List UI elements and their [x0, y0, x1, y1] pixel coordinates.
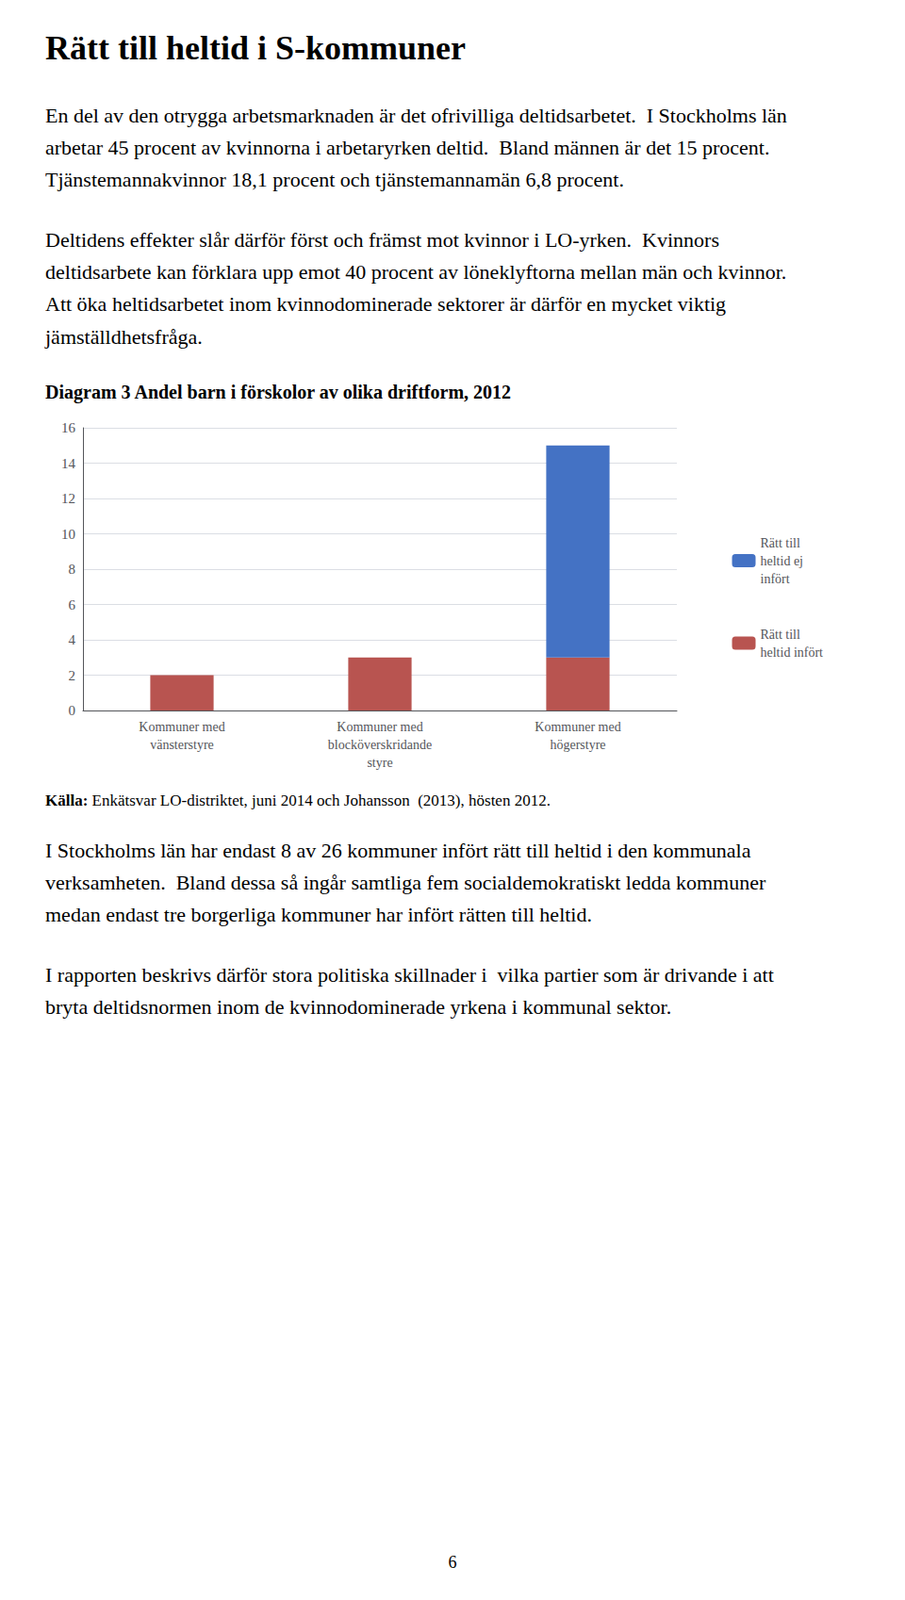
html-text:Deltidens effekter slår därför: Deltidens effekter slår därför först och…: [45, 228, 796, 349]
svg-text:14: 14: [61, 455, 77, 471]
svg-text:heltid ej: heltid ej: [760, 553, 805, 568]
html-text:Källa: Enkätsvar LO-distriktet: Källa: Enkätsvar LO-distriktet, juni 201…: [45, 791, 551, 810]
svg-text:Rätt till: Rätt till: [760, 535, 802, 550]
svg-text:styre: styre: [366, 756, 393, 771]
svg-text:Kommuner med: Kommuner med: [534, 720, 621, 735]
svg-text:2: 2: [68, 667, 77, 683]
html-text:Diagram 3 Andel barn i förskol: Diagram 3 Andel barn i förskolor av olik…: [45, 381, 512, 403]
svg-text:högerstyre: högerstyre: [549, 738, 606, 753]
html-text:Rätt till heltid i S-kommuner: Rätt till heltid i S-kommuner: [45, 29, 466, 67]
html-text:6: 6: [448, 1553, 457, 1573]
svg-text:16: 16: [61, 420, 77, 436]
svg-text:6: 6: [68, 596, 77, 612]
svg-text:heltid infört: heltid infört: [760, 644, 824, 659]
svg-text:12: 12: [61, 491, 76, 507]
svg-text:8: 8: [68, 561, 77, 577]
svg-text:blocköverskridande: blocköverskridande: [328, 738, 432, 753]
svg-text:0: 0: [68, 703, 77, 719]
svg-text:Kommuner med: Kommuner med: [336, 720, 423, 735]
svg-text:Kommuner med: Kommuner med: [138, 720, 225, 735]
html-text:I rapporten beskrivs därför st: I rapporten beskrivs därför stora politi…: [45, 963, 779, 1020]
svg-text:4: 4: [68, 632, 77, 648]
svg-text:Rätt till: Rätt till: [760, 626, 802, 642]
svg-text:vänsterstyre: vänsterstyre: [149, 738, 214, 753]
svg-text:10: 10: [61, 526, 76, 542]
html-text:En del av den otrygga arbetsma: En del av den otrygga arbetsmarknaden är…: [45, 103, 793, 192]
html-text:I Stockholms län har endast 8: I Stockholms län har endast 8 av 26 komm…: [45, 838, 771, 927]
svg-text:infört: infört: [760, 571, 790, 586]
